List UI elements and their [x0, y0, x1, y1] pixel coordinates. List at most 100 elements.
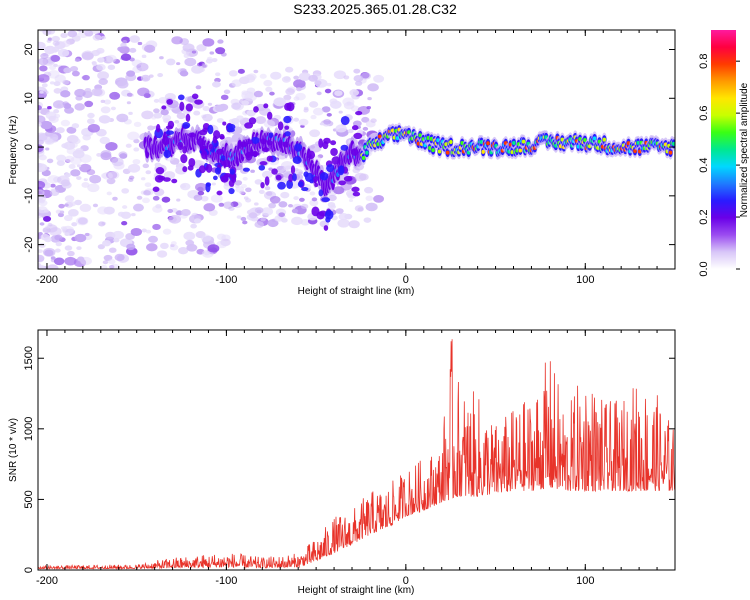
- spectrogram-blob: [322, 141, 329, 150]
- spectrogram-noise-blob: [200, 234, 212, 243]
- spectrogram-blob: [337, 165, 345, 176]
- spectrogram-blob: [182, 145, 187, 154]
- spectrogram-blob: [242, 167, 250, 172]
- spectrogram-noise-blob: [183, 231, 196, 241]
- snr-xlabel: Height of straight line (km): [298, 585, 415, 596]
- colorbar-tick-label: 0.0: [698, 261, 710, 276]
- spectrogram-noise-blob: [207, 244, 220, 253]
- spectrogram-noise-blob: [344, 213, 353, 220]
- spectrogram-noise-blob: [82, 134, 91, 141]
- spectrogram-noise-blob: [86, 118, 95, 125]
- spectrogram-noise-blob: [45, 138, 55, 145]
- spectrogram-noise-blob: [129, 47, 137, 53]
- spectrogram-blob: [323, 225, 329, 231]
- spectrogram-noise-blob: [38, 249, 43, 254]
- spectrogram-noise-blob: [309, 199, 319, 207]
- spectrogram-noise-blob: [327, 194, 337, 202]
- spectrogram-blob: [292, 173, 297, 182]
- spectrogram-noise-blob: [243, 196, 249, 200]
- spectrogram-noise-blob: [365, 202, 378, 212]
- spectrogram-noise-blob: [296, 87, 302, 92]
- spectrogram-noise-blob: [40, 52, 49, 59]
- spectrogram-noise-blob: [285, 66, 294, 73]
- spectrogram-blob: [208, 143, 213, 150]
- spectrogram-noise-blob: [56, 154, 67, 162]
- spectrogram-noise-blob: [269, 195, 281, 204]
- spectrogram-noise-blob: [163, 171, 176, 180]
- spectrogram-blob: [214, 167, 221, 175]
- spectrogram-noise-blob: [234, 180, 243, 186]
- spectrogram-ridge-peak: [445, 150, 450, 155]
- spectrogram-noise-blob: [254, 207, 264, 214]
- spectrogram-noise-blob: [39, 222, 45, 226]
- spectrogram-noise-blob: [253, 90, 263, 98]
- spectrogram-blob: [248, 117, 257, 125]
- spectrogram-noise-blob: [64, 195, 75, 202]
- spectrogram-blob: [286, 102, 295, 112]
- spectrogram-noise-blob: [261, 170, 273, 179]
- spectrogram-noise-blob: [100, 99, 106, 104]
- spectrogram-blob: [353, 132, 363, 140]
- spectrogram-noise-blob: [38, 144, 44, 153]
- spectrogram-blob: [202, 127, 209, 133]
- spectrogram-noise-blob: [64, 203, 69, 207]
- spectrogram-noise-blob: [38, 254, 45, 263]
- spectrogram-noise-blob: [195, 85, 202, 90]
- spectrogram-noise-blob: [355, 80, 363, 86]
- spectrogram-noise-blob: [100, 106, 111, 114]
- spectrogram-noise-blob: [171, 36, 183, 45]
- colorbar: 0.0 0.2 0.4 0.6 0.8 Normalized spectral ampl…: [698, 30, 750, 277]
- spectrogram-noise-blob: [120, 53, 132, 61]
- spectrogram-noise-blob: [56, 160, 65, 167]
- spectrogram-blob: [207, 124, 214, 135]
- colorbar-tick-label: 0.8: [698, 54, 710, 69]
- spectrogram-blob: [340, 144, 349, 151]
- spectrogram-noise-blob: [127, 131, 140, 141]
- spectrogram-noise-blob: [155, 204, 162, 209]
- spectrogram-blob: [163, 149, 172, 159]
- spectrogram-blob: [330, 140, 337, 146]
- spectrogram-noise-blob: [74, 103, 85, 111]
- spectrogram-noise-blob: [55, 241, 62, 247]
- spectrogram-noise-blob: [119, 153, 128, 159]
- spectrogram-noise-blob: [60, 119, 71, 127]
- spectrogram-blob: [292, 156, 302, 164]
- spectrogram-noise-blob: [158, 97, 168, 104]
- spectrogram-noise-blob: [68, 163, 76, 169]
- spectrogram-noise-blob: [324, 88, 332, 94]
- spectrogram-noise-blob: [183, 53, 190, 58]
- spectrogram-noise-blob: [38, 132, 48, 142]
- spectrogram-noise-blob: [310, 114, 317, 120]
- spectrogram-noise-blob: [248, 212, 258, 219]
- spectrogram-blob: [278, 139, 283, 149]
- spectrogram-ridge-peak: [521, 139, 526, 144]
- spectrogram-blob: [309, 179, 314, 184]
- spectrogram-noise-blob: [69, 66, 79, 72]
- spectrogram-noise-blob: [87, 112, 95, 119]
- snr-xtick-label: -100: [215, 575, 237, 587]
- spectrogram-ridge-peak: [512, 140, 516, 145]
- spectrogram-noise-blob: [278, 201, 288, 208]
- spectrogram-blob: [277, 121, 284, 131]
- spectrogram-noise-blob: [137, 87, 150, 97]
- spectrogram-noise-blob: [76, 176, 82, 180]
- spectrogram-noise-blob: [207, 102, 213, 106]
- spectrogram-noise-blob: [140, 177, 146, 181]
- spectrogram-noise-blob: [75, 147, 84, 154]
- spectrogram-noise-blob: [121, 188, 130, 194]
- spectrogram-noise-blob: [350, 105, 360, 112]
- spectrogram-noise-blob: [79, 154, 92, 163]
- spectrogram-noise-blob: [114, 94, 119, 98]
- spectrogram-noise-blob: [40, 120, 53, 130]
- spectrogram-noise-blob: [82, 74, 90, 81]
- spectrogram-noise-blob: [97, 71, 110, 80]
- spectrogram-ridge-peak: [437, 149, 442, 154]
- spectrogram-noise-blob: [335, 208, 344, 214]
- spectrogram-noise-blob: [348, 220, 360, 229]
- spectrogram-noise-blob: [176, 62, 181, 66]
- spectrogram-blob: [247, 139, 253, 145]
- spectrogram-noise-blob: [242, 176, 248, 181]
- spectrogram-blob: [185, 113, 191, 122]
- spectrogram-noise-blob: [354, 205, 364, 212]
- spectrogram-noise-blob: [358, 173, 369, 181]
